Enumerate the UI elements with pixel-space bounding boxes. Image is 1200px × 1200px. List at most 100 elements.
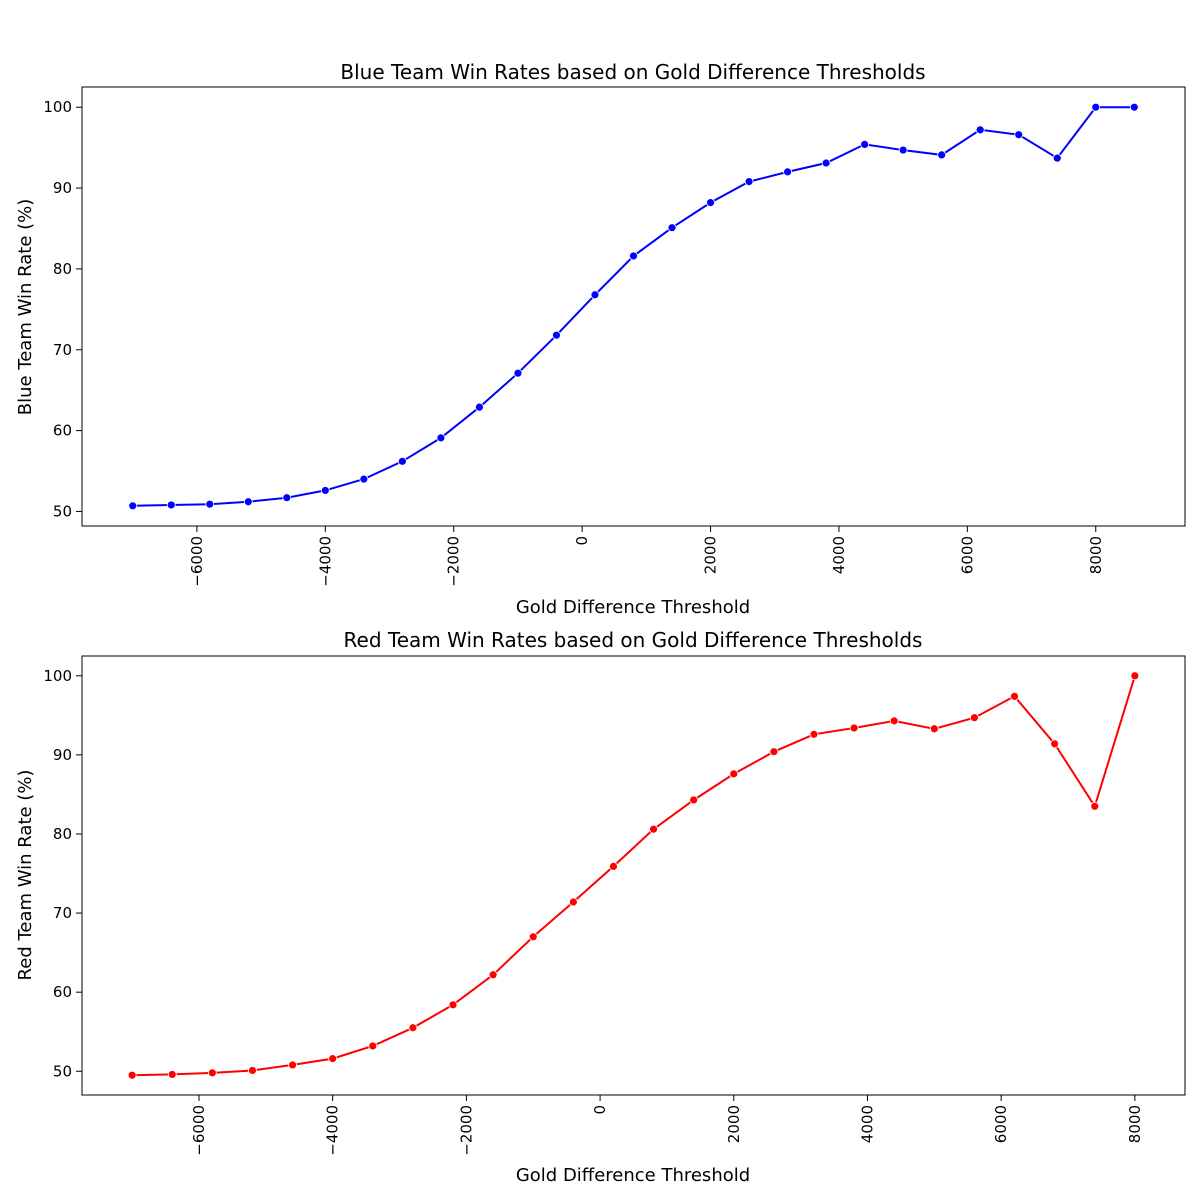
data-point — [513, 368, 523, 378]
red-series — [127, 671, 1140, 1080]
data-point — [1130, 671, 1140, 681]
data-point — [689, 795, 699, 805]
data-point — [809, 729, 819, 739]
y-tick-label: 90 — [53, 746, 72, 764]
data-point — [1050, 739, 1060, 749]
x-tick-label: −4000 — [324, 1105, 342, 1156]
x-tick-label: 4000 — [830, 536, 848, 574]
x-axis-label: Gold Difference Threshold — [516, 597, 750, 618]
chart-title: Red Team Win Rates based on Gold Differe… — [344, 628, 923, 652]
data-point — [448, 1000, 458, 1010]
data-point — [729, 769, 739, 779]
x-tick-label: 2000 — [725, 1105, 743, 1143]
data-point — [167, 1070, 177, 1079]
y-axis-label: Blue Team Win Rate (%) — [15, 199, 36, 416]
x-tick-label: 2000 — [702, 536, 720, 574]
x-axis: −6000 −4000 −2000 0 2000 4000 6000 8000 — [190, 1095, 1144, 1156]
data-point — [937, 150, 947, 160]
data-point — [783, 167, 792, 177]
x-tick-label: 0 — [573, 536, 591, 546]
data-point — [889, 716, 899, 726]
x-tick-label: 6000 — [958, 536, 976, 574]
data-point — [970, 713, 979, 723]
blue-series — [128, 102, 1139, 511]
red-win-rate-chart: Red Team Win Rates based on Gold Differe… — [15, 628, 1186, 1186]
data-point — [975, 125, 985, 135]
x-tick-label: −6000 — [190, 1105, 208, 1156]
data-point — [860, 140, 870, 149]
data-point — [744, 177, 754, 186]
data-point — [248, 1066, 257, 1075]
data-point — [528, 932, 538, 942]
data-point — [706, 198, 715, 208]
data-point — [769, 747, 779, 757]
y-tick-label: 100 — [43, 667, 72, 685]
y-tick-label: 70 — [53, 904, 72, 922]
data-point — [1090, 801, 1100, 811]
data-point — [397, 456, 407, 466]
data-point — [408, 1023, 418, 1033]
data-point — [1010, 691, 1019, 701]
data-point — [667, 223, 677, 233]
series-line — [132, 675, 1136, 1077]
data-point — [609, 862, 618, 871]
data-point — [552, 330, 561, 340]
data-point — [207, 1068, 217, 1078]
data-point — [1091, 102, 1101, 112]
data-point — [1052, 153, 1062, 163]
plot-frame — [81, 86, 1186, 527]
data-point — [436, 433, 446, 443]
y-tick-label: 60 — [53, 983, 72, 1001]
data-point — [128, 501, 138, 511]
data-point — [328, 1054, 338, 1064]
y-axis: 50 60 70 80 90 100 — [43, 667, 82, 1080]
y-axis-label: Red Team Win Rate (%) — [15, 770, 36, 981]
y-tick-label: 80 — [53, 825, 72, 843]
data-point — [127, 1070, 137, 1080]
chart-title: Blue Team Win Rates based on Gold Differ… — [340, 60, 925, 84]
x-tick-label: −2000 — [457, 1105, 475, 1156]
data-point — [359, 474, 369, 484]
y-tick-label: 50 — [53, 502, 72, 520]
y-tick-label: 80 — [53, 260, 72, 278]
x-tick-label: −6000 — [188, 536, 206, 587]
x-tick-label: 8000 — [1126, 1105, 1144, 1143]
data-point — [243, 497, 253, 507]
data-point — [1129, 102, 1139, 112]
data-point — [282, 493, 292, 503]
y-tick-label: 100 — [43, 98, 72, 116]
x-tick-label: −2000 — [445, 536, 463, 587]
data-point — [929, 724, 939, 734]
data-point — [590, 290, 600, 300]
y-axis: 50 60 70 80 90 100 — [43, 98, 82, 520]
data-point — [629, 251, 638, 261]
data-point — [288, 1060, 297, 1070]
x-tick-label: 6000 — [992, 1105, 1010, 1143]
x-tick-label: 0 — [591, 1105, 609, 1115]
data-point — [475, 402, 484, 412]
data-point — [320, 486, 330, 495]
data-point — [849, 723, 859, 733]
data-point — [205, 499, 215, 509]
x-tick-label: 8000 — [1087, 536, 1105, 574]
data-point — [368, 1041, 378, 1051]
x-tick-label: 4000 — [858, 1105, 876, 1143]
y-tick-label: 70 — [53, 341, 72, 359]
y-tick-label: 50 — [53, 1062, 72, 1080]
blue-win-rate-chart: Blue Team Win Rates based on Gold Differ… — [15, 60, 1186, 618]
x-tick-label: −4000 — [316, 536, 334, 587]
data-point — [649, 824, 658, 834]
y-tick-label: 90 — [53, 179, 72, 197]
data-point — [488, 970, 498, 980]
series-line — [132, 106, 1135, 507]
data-point — [821, 158, 831, 168]
data-point — [166, 500, 176, 510]
data-point — [1014, 130, 1024, 140]
x-axis-label: Gold Difference Threshold — [516, 1165, 750, 1186]
data-point — [568, 897, 578, 907]
data-point — [898, 145, 908, 155]
plot-frame — [81, 655, 1186, 1096]
x-axis: −6000 −4000 −2000 0 2000 4000 6000 8000 — [188, 526, 1105, 587]
y-tick-label: 60 — [53, 422, 72, 440]
